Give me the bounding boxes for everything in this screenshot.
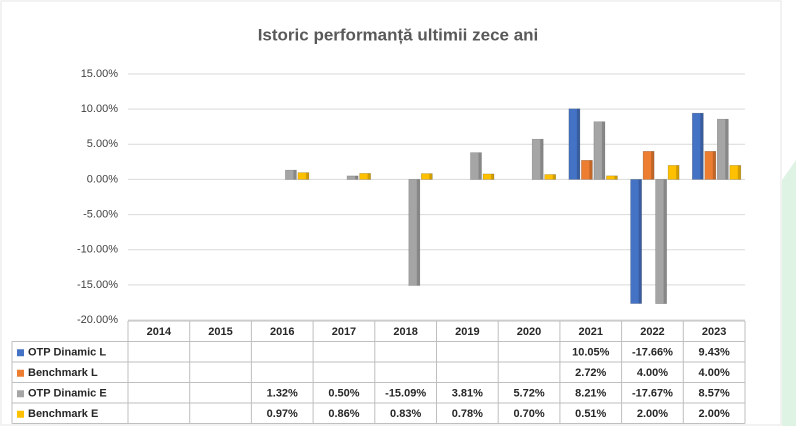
bar	[346, 175, 359, 180]
x-tick-label: 2019	[455, 326, 479, 338]
bar	[593, 121, 606, 180]
bar	[630, 179, 642, 304]
bar	[297, 172, 310, 180]
legend-swatch	[17, 410, 24, 418]
y-tick-label: -5.00%	[83, 208, 118, 220]
bar-shade	[700, 113, 704, 180]
x-tick-label: 2017	[332, 326, 356, 338]
table-value: 2.00%	[637, 408, 668, 420]
y-tick-label: 5.00%	[87, 138, 118, 150]
bar	[655, 179, 667, 304]
bar	[544, 174, 557, 180]
table-value: 5.72%	[513, 388, 544, 400]
bar	[531, 138, 544, 180]
bar-shade	[725, 119, 729, 180]
legend-swatch	[17, 369, 24, 377]
decoration	[782, 160, 796, 426]
bar	[482, 173, 495, 180]
bar-shade	[737, 165, 741, 180]
legend-label: Benchmark E	[28, 408, 98, 420]
table-value: -15.09%	[385, 388, 426, 400]
x-tick-label: 2020	[517, 326, 541, 338]
bar	[716, 118, 729, 180]
table-value: 2.72%	[575, 367, 606, 379]
table-value: 0.83%	[390, 408, 421, 420]
table-value: 0.78%	[452, 408, 483, 420]
bar-shade	[638, 179, 642, 304]
table-value: 0.70%	[513, 408, 544, 420]
bar-shade	[478, 152, 482, 180]
bar	[642, 151, 655, 180]
legend-label: OTP Dinamic L	[28, 347, 106, 359]
bar-shade	[305, 172, 309, 180]
x-tick-label: 2018	[393, 326, 417, 338]
bar	[420, 173, 433, 180]
table-value: -17.67%	[632, 388, 673, 400]
table-value: 9.43%	[699, 347, 730, 359]
bar	[581, 160, 593, 180]
chart-title: Istoric performanță ultimii zece ani	[258, 25, 539, 44]
bar	[691, 112, 704, 180]
table-value: 8.57%	[699, 388, 730, 400]
y-tick-label: -20.00%	[77, 314, 118, 326]
table-value: 0.50%	[328, 388, 359, 400]
table-value: 0.97%	[267, 408, 298, 420]
bar-shade	[429, 173, 433, 180]
bar-shade	[614, 175, 618, 180]
bar-shade	[589, 160, 593, 180]
y-tick-label: -15.00%	[77, 279, 118, 291]
bar	[359, 173, 371, 180]
table-value: 2.00%	[699, 408, 730, 420]
table-value: -17.66%	[632, 347, 673, 359]
bar-shade	[676, 165, 680, 180]
bar-shade	[576, 108, 580, 180]
bar-shade	[540, 139, 544, 180]
bar-shade	[601, 121, 605, 180]
x-tick-label: 2015	[208, 326, 232, 338]
bar	[408, 179, 421, 286]
bar	[470, 152, 482, 180]
bar	[729, 165, 742, 180]
y-tick-label: 15.00%	[81, 68, 119, 80]
bar-shade	[552, 174, 556, 180]
x-tick-label: 2014	[147, 326, 172, 338]
table-value: 4.00%	[699, 367, 730, 379]
x-tick-label: 2023	[702, 326, 726, 338]
table-value: 1.32%	[267, 388, 298, 400]
bar-shade	[712, 151, 716, 180]
bar-shade	[355, 175, 359, 180]
bar	[285, 169, 297, 180]
table-value: 8.21%	[575, 388, 606, 400]
table-value: 3.81%	[452, 388, 483, 400]
bar-shade	[651, 151, 655, 180]
bar	[568, 108, 581, 180]
bar-shade	[293, 170, 297, 180]
legend-swatch	[17, 349, 24, 357]
legend-label: Benchmark L	[28, 367, 98, 379]
x-tick-label: 2021	[579, 326, 603, 338]
y-tick-label: 10.00%	[81, 103, 119, 115]
y-tick-label: 0.00%	[87, 173, 118, 185]
bar	[667, 165, 680, 180]
table-value: 0.86%	[328, 408, 359, 420]
bar-shade	[367, 173, 371, 180]
legend-swatch	[17, 390, 24, 398]
bar-shade	[491, 173, 494, 180]
x-tick-label: 2022	[640, 326, 664, 338]
table-value: 10.05%	[572, 347, 610, 359]
legend-label: OTP Dinamic E	[28, 388, 107, 400]
bar-shade	[416, 179, 420, 286]
x-tick-label: 2016	[270, 326, 294, 338]
table-value: 0.51%	[575, 408, 606, 420]
y-tick-label: -10.00%	[77, 244, 118, 256]
bar	[606, 175, 618, 180]
table-value: 4.00%	[637, 367, 668, 379]
bar	[704, 151, 717, 180]
bar-shade	[663, 179, 667, 304]
